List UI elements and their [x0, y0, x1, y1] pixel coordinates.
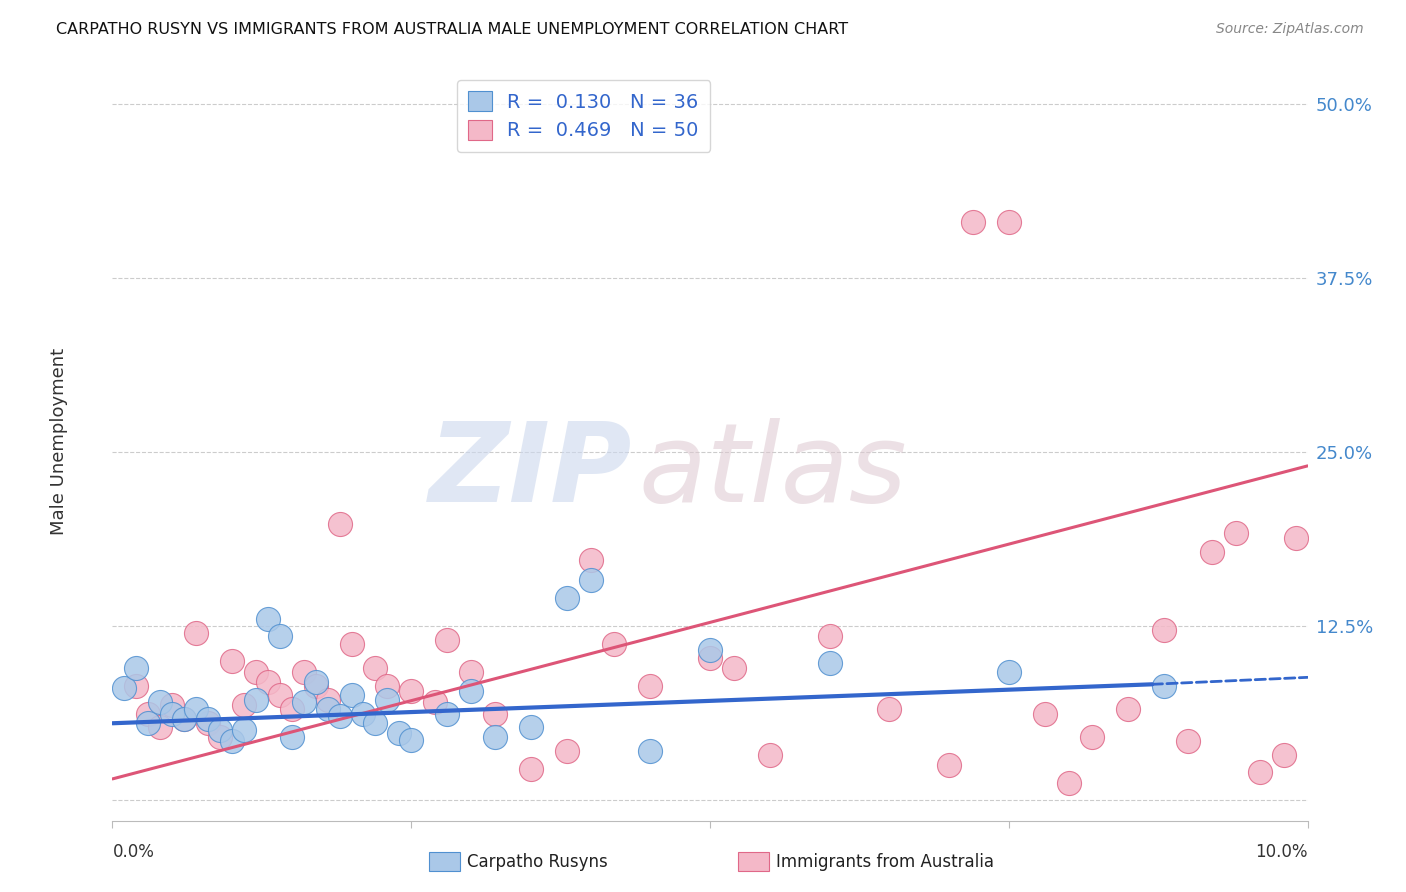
Point [1272, 748, 1295, 763]
Point [555, 591, 578, 605]
Legend: R =  0.130   N = 36, R =  0.469   N = 50: R = 0.130 N = 36, R = 0.469 N = 50 [457, 79, 710, 152]
Point [138, 716, 160, 731]
Point [329, 709, 352, 723]
Point [460, 684, 482, 698]
Point [292, 665, 315, 679]
Point [484, 730, 506, 744]
Point [1033, 706, 1056, 721]
Point [114, 681, 135, 696]
Text: Male Unemployment: Male Unemployment [49, 348, 67, 535]
Point [292, 695, 315, 709]
Text: atlas: atlas [638, 418, 907, 525]
Point [233, 698, 256, 713]
Point [125, 679, 148, 693]
Point [197, 716, 219, 731]
Point [723, 660, 745, 674]
Point [520, 762, 543, 776]
Point [436, 706, 458, 721]
Point [818, 657, 841, 671]
Point [353, 706, 375, 721]
Point [257, 674, 280, 689]
Point [555, 744, 578, 758]
Point [377, 679, 399, 693]
Point [998, 215, 1021, 229]
Point [579, 573, 602, 587]
Point [221, 734, 243, 748]
Point [1081, 730, 1104, 744]
Point [1285, 531, 1308, 545]
Point [460, 665, 482, 679]
Point [962, 215, 984, 229]
Point [938, 758, 960, 772]
Point [233, 723, 256, 738]
Point [436, 632, 458, 647]
Point [425, 695, 447, 709]
Point [269, 629, 291, 643]
Point [640, 744, 662, 758]
Point [149, 695, 172, 709]
Text: 10.0%: 10.0% [1256, 843, 1308, 861]
Point [484, 706, 506, 721]
Point [1201, 545, 1223, 559]
Point [316, 692, 339, 706]
Point [1153, 679, 1175, 693]
Point [329, 517, 352, 532]
Point [818, 629, 841, 643]
Point [879, 702, 901, 716]
Point [699, 642, 721, 657]
Point [269, 689, 291, 703]
Point [340, 637, 363, 651]
Point [401, 733, 423, 747]
Point [998, 665, 1021, 679]
Point [197, 712, 219, 726]
Point [1057, 776, 1080, 790]
Point [186, 625, 208, 640]
Point [316, 702, 339, 716]
Point [209, 730, 232, 744]
Text: Carpatho Rusyns: Carpatho Rusyns [467, 853, 607, 871]
Point [759, 748, 782, 763]
Point [305, 679, 328, 693]
Point [162, 706, 183, 721]
Point [579, 553, 602, 567]
Point [364, 660, 387, 674]
Point [1118, 702, 1140, 716]
Point [149, 721, 172, 735]
Point [1153, 623, 1175, 637]
Point [364, 716, 387, 731]
Text: Immigrants from Australia: Immigrants from Australia [776, 853, 994, 871]
Text: 0.0%: 0.0% [112, 843, 155, 861]
Point [340, 689, 363, 703]
Point [221, 654, 243, 668]
Point [640, 679, 662, 693]
Point [173, 712, 195, 726]
Text: ZIP: ZIP [429, 418, 633, 525]
Point [138, 706, 160, 721]
Text: CARPATHO RUSYN VS IMMIGRANTS FROM AUSTRALIA MALE UNEMPLOYMENT CORRELATION CHART: CARPATHO RUSYN VS IMMIGRANTS FROM AUSTRA… [56, 22, 848, 37]
Point [173, 712, 195, 726]
Point [257, 612, 280, 626]
Point [603, 637, 626, 651]
Point [186, 702, 208, 716]
Point [401, 684, 423, 698]
Point [281, 730, 304, 744]
Text: Source: ZipAtlas.com: Source: ZipAtlas.com [1216, 22, 1364, 37]
Point [125, 660, 148, 674]
Point [1225, 525, 1247, 540]
Point [520, 721, 543, 735]
Point [245, 665, 267, 679]
Point [388, 726, 411, 740]
Point [377, 692, 399, 706]
Point [281, 702, 304, 716]
Point [1177, 734, 1199, 748]
Point [162, 698, 183, 713]
Point [305, 674, 328, 689]
Point [1249, 764, 1271, 779]
Point [699, 651, 721, 665]
Point [245, 692, 267, 706]
Point [209, 723, 232, 738]
